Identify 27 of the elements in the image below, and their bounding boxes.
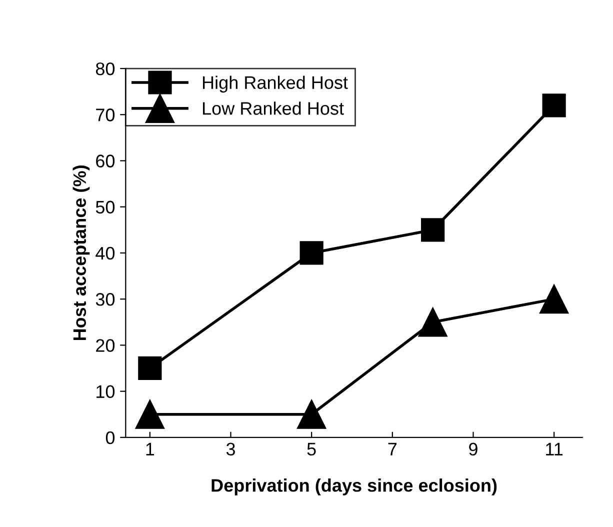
y-tick-label: 60	[96, 154, 115, 168]
y-tick-label: 40	[96, 246, 115, 260]
point	[542, 94, 566, 118]
y-tick-label: 10	[96, 385, 115, 398]
point	[135, 400, 164, 429]
y-tick-label: 0	[106, 431, 115, 444]
point	[421, 218, 445, 242]
x-tick-label: 1	[146, 442, 154, 456]
x-tick-label: 5	[307, 442, 316, 456]
x-axis-title: Deprivation (days since eclosion)	[212, 478, 497, 496]
legend-label: High Ranked Host	[202, 76, 348, 93]
point	[539, 284, 569, 314]
point	[296, 400, 326, 429]
point	[138, 356, 162, 380]
x-tick-label: 11	[546, 442, 563, 456]
y-tick-label: 70	[96, 108, 115, 122]
legend-label: Low Ranked Host	[202, 102, 344, 115]
y-tick-label: 50	[96, 200, 115, 214]
x-tick-label: 9	[469, 442, 478, 456]
x-tick-label: 3	[226, 442, 235, 456]
point	[418, 308, 448, 337]
y-tick-label: 80	[96, 62, 115, 76]
y-tick-label: 20	[96, 339, 115, 352]
x-tick-label: 7	[388, 442, 397, 456]
point	[300, 241, 324, 265]
y-tick-label: 30	[96, 293, 115, 306]
y-axis-title: Host acceptance (%)	[72, 166, 90, 340]
